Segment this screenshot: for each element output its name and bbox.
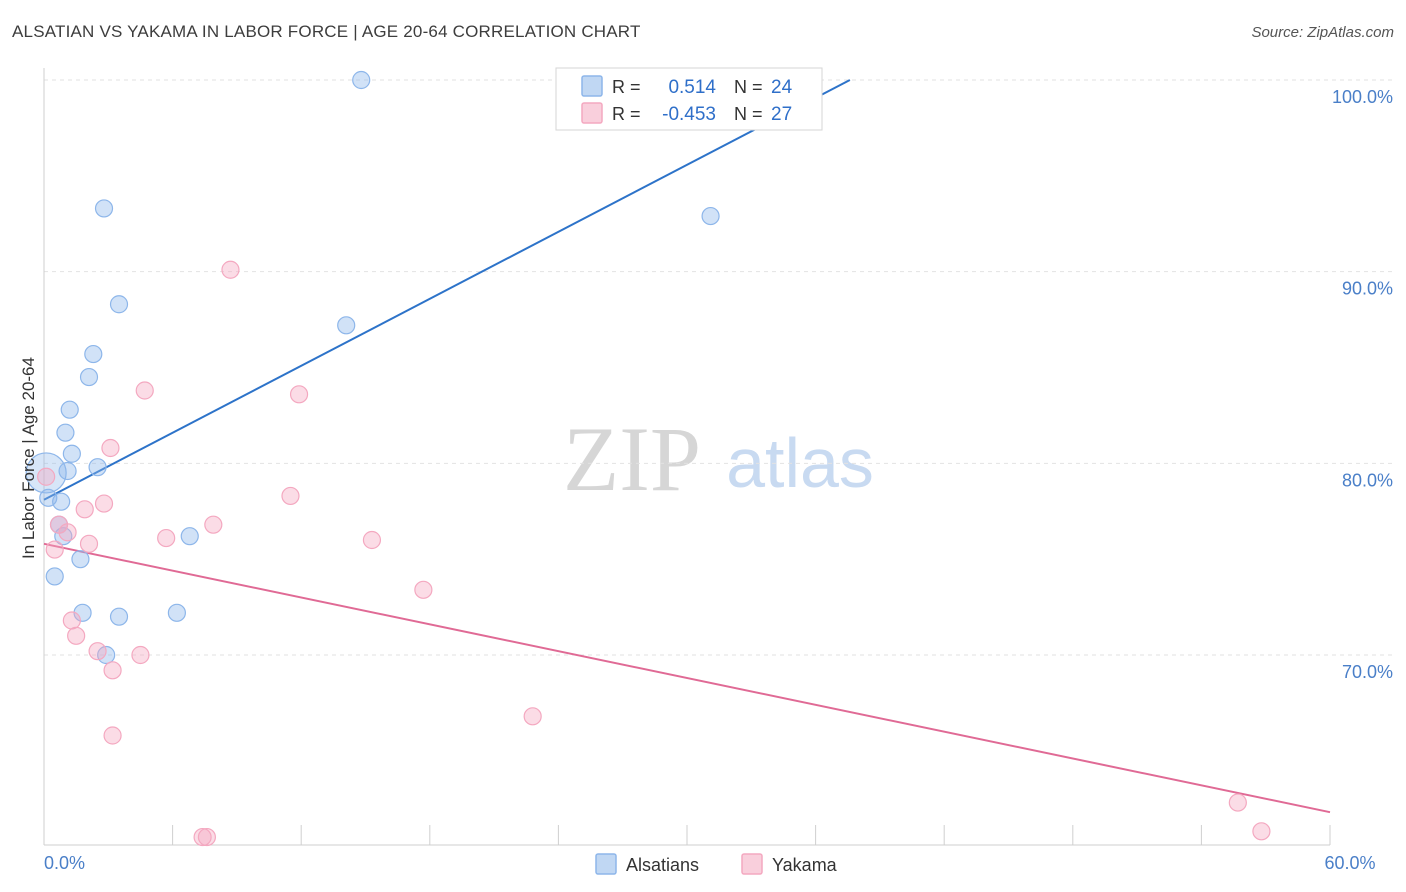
x-tick-label: 0.0% [44,853,85,873]
gridlines [44,79,1394,656]
yakama-point [362,530,382,550]
stats-legend-n-label-yakama: N = [734,104,763,124]
alsatians-point [701,206,720,226]
y-tick-label: 90.0% [1342,279,1393,299]
alsatians-point [84,344,103,364]
y-axis-label: In Labor Force | Age 20-64 [19,357,38,559]
yakama-point [103,661,122,680]
stats-legend-n-value-yakama: 27 [771,104,792,125]
yakama-point [37,467,56,486]
yakama-point [281,486,300,506]
stats-legend-r-value-alsatians: 0.514 [668,77,716,98]
yakama-point [204,515,223,534]
alsatians-point [94,199,114,218]
yakama-point [131,645,150,665]
alsatians-point [79,367,99,387]
alsatians-point [109,295,129,314]
series-legend-label-yakama: Yakama [772,855,838,875]
trend-line-alsatians [43,79,851,501]
trend-lines [43,79,1331,814]
yakama-point [1228,793,1247,812]
x-tick-label: 60.0% [1324,853,1375,873]
stats-legend-swatch-alsatians [581,75,603,97]
alsatians-point [337,316,356,335]
stats-legend-n-value-alsatians: 24 [771,77,793,98]
axes [43,68,1331,846]
stats-legend-r-value-yakama: -0.453 [662,104,716,125]
alsatians-point [109,607,129,626]
alsatians-point [352,70,371,90]
alsatians-point [71,550,90,569]
yakama-point [197,827,216,847]
yakama-point [157,528,176,548]
alsatians-point [58,461,77,481]
alsatians-point [180,527,199,546]
yakama-point [221,260,240,279]
alsatians-point [25,452,67,494]
alsatians-point [56,423,75,442]
source-label: Source: ZipAtlas.com [1251,24,1394,41]
series-legend: Alsatians Yakama [595,853,838,875]
yakama-point [45,540,64,559]
yakama-point [94,494,114,513]
stats-legend-r-label-alsatians: R = [612,77,641,97]
alsatians-point [62,444,81,463]
stats-legend: R = 0.514 N = 24 R = -0.453 N = 27 [555,67,823,131]
chart-title: ALSATIAN VS YAKAMA IN LABOR FORCE | AGE … [12,22,641,41]
series-legend-swatch-alsatians [595,853,617,875]
watermark-zip: ZIP [563,408,701,510]
series-legend-label-alsatians: Alsatians [626,855,699,875]
stats-legend-n-label-alsatians: N = [734,77,763,97]
yakama-point [101,438,120,458]
yakama-point [523,707,542,726]
data-points [25,70,1271,847]
alsatians-point [60,400,79,419]
alsatians-point [52,492,71,511]
y-tick-label: 100.0% [1332,87,1393,107]
yakama-point [414,580,433,599]
yakama-point [88,642,107,661]
series-legend-swatch-yakama [741,853,763,875]
yakama-point [193,827,212,847]
tick-labels: 100.0% 90.0% 80.0% 70.0% 0.0% 60.0% [44,87,1393,873]
yakama-point [289,385,309,404]
stats-legend-swatch-yakama [581,102,603,124]
watermark: ZIP atlas [563,408,874,510]
y-tick-label: 80.0% [1342,470,1393,490]
yakama-point [1252,822,1271,841]
yakama-point [58,523,77,542]
yakama-point [135,381,154,400]
y-tick-label: 70.0% [1342,662,1393,682]
yakama-point [62,611,81,630]
trend-line-yakama [43,542,1331,814]
alsatians-point [88,458,107,477]
yakama-point [75,500,94,519]
yakama-point [79,534,99,553]
alsatians-point [97,645,116,665]
yakama-point [103,726,122,745]
yakama-point [67,626,86,645]
alsatians-point [167,603,186,622]
stats-legend-r-label-yakama: R = [612,104,641,124]
alsatians-point [45,567,64,586]
